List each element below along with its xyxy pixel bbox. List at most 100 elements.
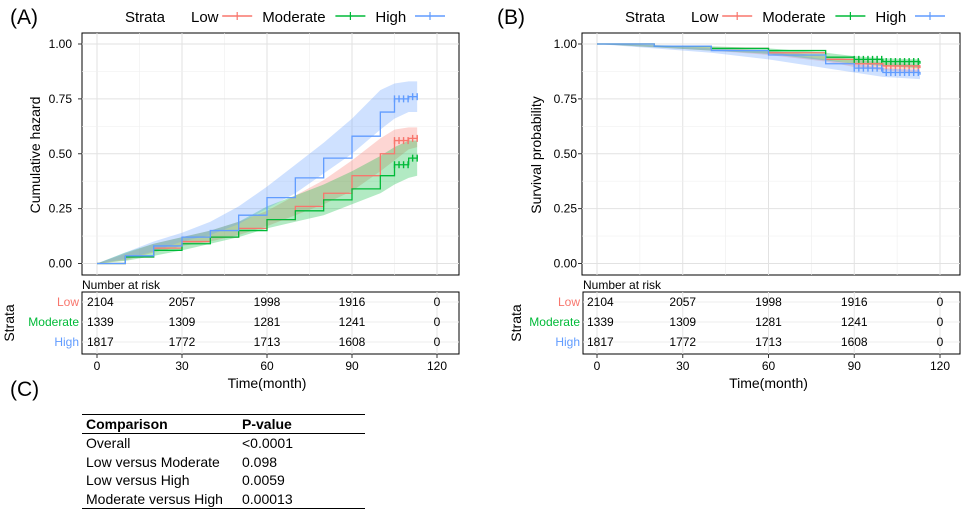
ci-band-moderate <box>97 140 418 264</box>
y-tick-label: 0.00 <box>49 257 73 271</box>
risk-count: 1916 <box>339 295 366 309</box>
ci-band-high <box>97 81 418 264</box>
table-row: Overall <0.0001 <box>82 434 365 453</box>
risk-count: 1281 <box>755 315 782 329</box>
legend-title: Strata <box>125 9 166 26</box>
risk-count: 0 <box>434 295 441 309</box>
risk-row-label: High <box>555 335 580 349</box>
comparison-column-header: Comparison <box>82 414 238 434</box>
risk-count: 0 <box>434 335 441 349</box>
risk-count: 1772 <box>669 335 696 349</box>
y-tick-label: 0.25 <box>49 202 73 216</box>
risk-row-label: Moderate <box>529 315 580 329</box>
x-tick-label: 0 <box>94 359 101 373</box>
x-tick-label: 0 <box>594 359 601 373</box>
risk-table-ylabel: Strata <box>1 304 17 342</box>
y-tick-label: 1.00 <box>554 37 578 51</box>
comparison-cell: Low versus High <box>86 472 190 488</box>
pvalue-cell: 0.0059 <box>242 472 285 488</box>
risk-count: 0 <box>937 295 944 309</box>
comparison-cell: Low versus Moderate <box>86 453 220 470</box>
pvalue-column-header: P-value <box>238 414 365 434</box>
y-tick-label: 1.00 <box>49 37 73 51</box>
risk-count: 1339 <box>87 315 114 329</box>
risk-count: 0 <box>937 335 944 349</box>
x-axis-label: Time(month) <box>729 375 808 391</box>
grid <box>582 33 960 275</box>
ci-band-low <box>597 44 920 73</box>
risk-count: 2057 <box>169 295 196 309</box>
ci-band-high <box>597 44 920 80</box>
panel-label-c: (C) <box>10 378 40 401</box>
risk-count: 2104 <box>87 295 114 309</box>
x-tick-label: 90 <box>345 359 359 373</box>
risk-count: 1772 <box>169 335 196 349</box>
pvalue-cell: <0.0001 <box>242 435 293 451</box>
x-tick-label: 60 <box>260 359 274 373</box>
y-tick-label: 0.25 <box>554 202 578 216</box>
y-tick-label: 0.00 <box>554 257 578 271</box>
comparison-cell: Overall <box>86 435 131 451</box>
y-tick-label: 0.50 <box>49 147 73 161</box>
curve-moderate <box>97 155 418 265</box>
table-row: Low versus High 0.0059 <box>82 471 365 490</box>
x-tick-label: 90 <box>848 359 862 373</box>
pvalue-table: Comparison P-value Overall <0.0001 Low v… <box>82 414 365 509</box>
risk-count: 1998 <box>755 295 782 309</box>
risk-row-label: Low <box>57 295 79 309</box>
risk-table-title: Number at risk <box>583 278 662 292</box>
risk-count: 1608 <box>841 335 868 349</box>
pvalue-cell: 0.098 <box>242 453 278 470</box>
curve-high <box>597 43 921 75</box>
ci-band-low <box>97 127 418 264</box>
legend-label: Moderate <box>762 9 825 26</box>
legend-label: Low <box>191 9 219 26</box>
risk-count: 1281 <box>254 315 281 329</box>
y-tick-label: 0.50 <box>554 147 578 161</box>
table-row: Low versus Moderate 0.098 <box>82 453 365 472</box>
panel-label: (A) <box>10 6 38 29</box>
risk-count: 1339 <box>587 315 614 329</box>
risk-count: 1241 <box>339 315 366 329</box>
risk-row-label: Low <box>558 295 580 309</box>
y-axis-label: Survival probability <box>528 96 544 214</box>
legend-label: High <box>875 9 906 26</box>
y-tick-label: 0.75 <box>554 92 578 106</box>
risk-count: 1817 <box>587 335 614 349</box>
pvalue-cell: 0.00013 <box>238 489 365 509</box>
legend-label: Moderate <box>262 9 325 26</box>
legend-label: High <box>375 9 406 26</box>
y-tick-label: 0.75 <box>49 92 73 106</box>
risk-count: 1817 <box>87 335 114 349</box>
comparison-cell: Moderate versus High <box>82 489 238 509</box>
risk-count: 2057 <box>669 295 696 309</box>
x-tick-label: 30 <box>676 359 690 373</box>
risk-count: 1608 <box>339 335 366 349</box>
risk-count: 1309 <box>669 315 696 329</box>
x-tick-label: 120 <box>930 359 950 373</box>
x-axis-label: Time(month) <box>228 375 307 391</box>
x-tick-label: 30 <box>175 359 189 373</box>
risk-count: 1713 <box>254 335 281 349</box>
curve-high <box>97 96 418 265</box>
risk-count: 1241 <box>841 315 868 329</box>
risk-count: 1998 <box>254 295 281 309</box>
pvalue-table-header: Comparison P-value <box>82 414 365 434</box>
risk-table-title: Number at risk <box>82 278 161 292</box>
legend-title: Strata <box>625 9 666 26</box>
panel-label: (B) <box>497 6 525 29</box>
x-tick-label: 120 <box>427 359 447 373</box>
risk-count: 2104 <box>587 295 614 309</box>
risk-count: 1916 <box>841 295 868 309</box>
risk-count: 0 <box>434 315 441 329</box>
y-axis-label: Cumulative hazard <box>27 97 43 214</box>
risk-count: 1309 <box>169 315 196 329</box>
risk-table-ylabel: Strata <box>508 304 524 342</box>
risk-count: 0 <box>937 315 944 329</box>
table-row: Moderate versus High 0.00013 <box>82 489 365 509</box>
x-tick-label: 60 <box>762 359 776 373</box>
risk-count: 1713 <box>755 335 782 349</box>
legend-label: Low <box>691 9 719 26</box>
risk-row-label: Moderate <box>28 315 79 329</box>
